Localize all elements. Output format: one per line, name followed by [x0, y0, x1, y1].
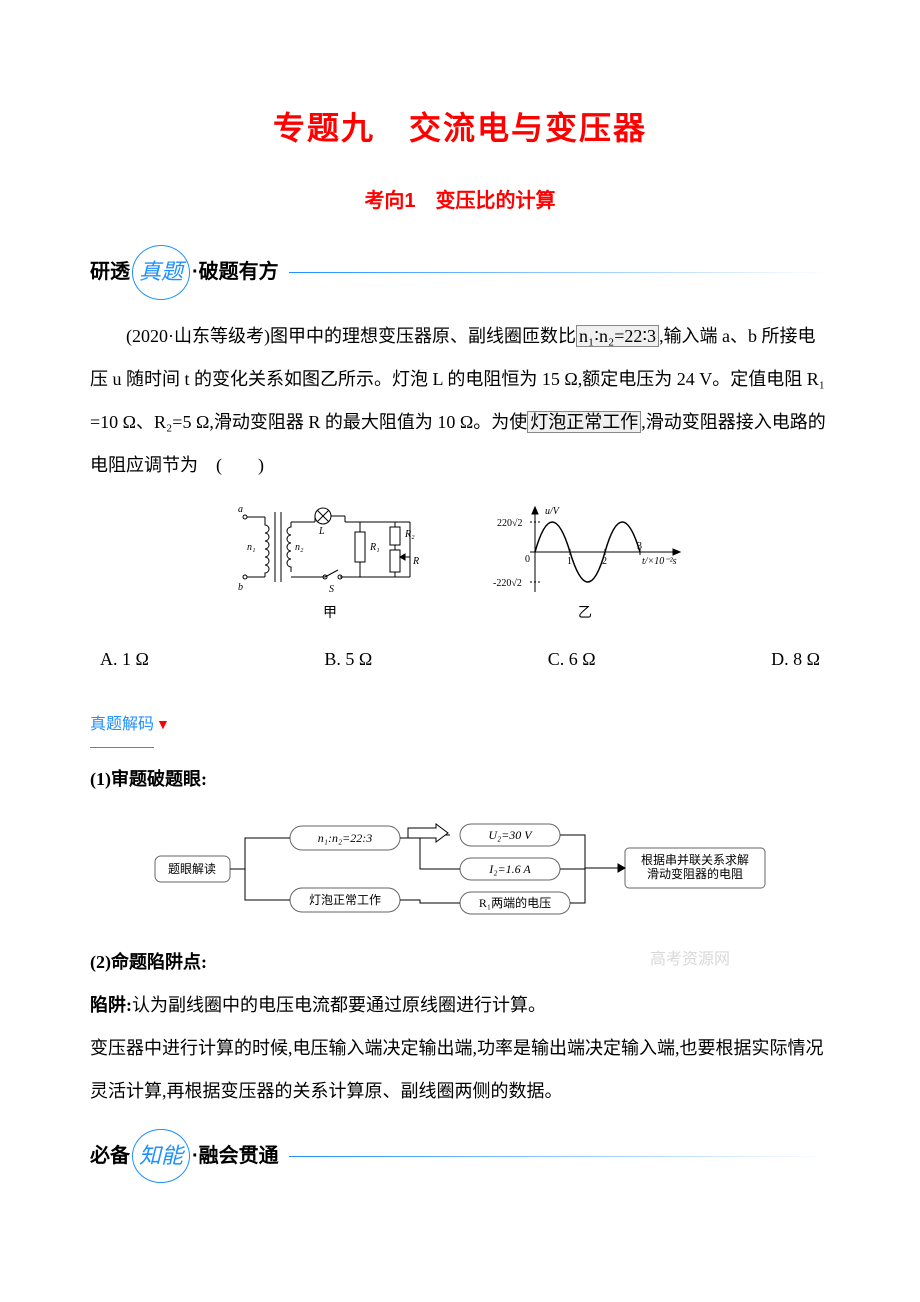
wave-y-unit: u/V	[545, 506, 561, 517]
option-a: A. 1 Ω	[100, 638, 149, 681]
question-source: (2020·山东等级考)图甲中的理想变压器原、副线圈匝数比	[126, 326, 576, 346]
wave-figure: u/V 220√2 0 -220√2 1 2 3 t/×10⁻²s 乙	[485, 502, 685, 623]
flow-diagram: 题眼解读 n₁:n₂=22:3 灯泡正常工作 U₂=30 V I₂=1.6 A …	[150, 816, 770, 926]
label-n1: n₁	[247, 542, 255, 553]
label-S: S	[329, 584, 334, 595]
label-R: R	[412, 556, 419, 567]
figure-row: a b n₁ n₂ L S R₁ R₂ R 甲	[90, 502, 830, 623]
section1-highlight: 真题	[132, 245, 190, 300]
circuit-caption: 甲	[323, 606, 337, 623]
option-c: C. 6 Ω	[548, 638, 596, 681]
section2-suffix: ·融会贯通	[192, 1132, 279, 1180]
section1-prefix: 研透	[90, 248, 130, 296]
label-a: a	[238, 504, 243, 515]
wave-y-neg: -220√2	[493, 578, 522, 589]
section1-suffix: ·破题有方	[192, 248, 279, 296]
option-d: D. 8 Ω	[771, 638, 820, 681]
flow-box3: 灯泡正常工作	[309, 893, 381, 907]
label-L: L	[318, 526, 325, 537]
wave-y-pos: 220√2	[497, 518, 523, 529]
flow-box5: I₂=1.6 A	[488, 862, 531, 876]
flow-box1: 题眼解读	[168, 862, 216, 876]
flow-container: 题眼解读 n₁:n₂=22:3 灯泡正常工作 U₂=30 V I₂=1.6 A …	[90, 816, 830, 926]
flow-box4: U₂=30 V	[488, 828, 533, 842]
explain-paragraph: 变压器中进行计算的时候,电压输入端决定输出端,功率是输出端决定输入端,也要根据实…	[90, 1027, 830, 1113]
label-n2: n₂	[295, 542, 304, 553]
trap-paragraph: 陷阱:认为副线圈中的电压电流都要通过原线圈进行计算。	[90, 984, 830, 1027]
label-R1: R₁	[369, 542, 380, 553]
work-box: 灯泡正常工作	[527, 411, 641, 433]
flow-box6: R₁两端的电压	[479, 895, 551, 910]
section2-line	[289, 1156, 830, 1157]
decode-label: 真题解码	[90, 706, 154, 747]
options-row: A. 1 Ω B. 5 Ω C. 6 Ω D. 8 Ω	[90, 638, 830, 681]
main-title: 专题九 交流电与变压器	[90, 90, 830, 167]
flow-box7a: 根据串并联关系求解	[641, 853, 749, 867]
decode-header: 真题解码▼	[90, 696, 830, 757]
wave-diagram: u/V 220√2 0 -220√2 1 2 3 t/×10⁻²s	[485, 502, 685, 602]
option-b: B. 5 Ω	[324, 638, 372, 681]
decode-arrow-icon: ▼	[156, 718, 170, 733]
flow-box7b: 滑动变阻器的电阻	[647, 866, 743, 881]
wave-tick-1: 1	[567, 556, 572, 567]
flow-box2: n₁:n₂=22:3	[318, 831, 372, 845]
wave-origin: 0	[525, 554, 530, 565]
watermark: 高考资源网	[650, 941, 730, 979]
section2-prefix: 必备	[90, 1132, 130, 1180]
wave-tick-3: 3	[637, 541, 642, 552]
trap-text: 认为副线圈中的电压电流都要通过原线圈进行计算。	[132, 995, 546, 1015]
wave-x-unit: t/×10⁻²s	[642, 556, 677, 567]
label-R2: R₂	[404, 529, 415, 540]
question-text: (2020·山东等级考)图甲中的理想变压器原、副线圈匝数比n₁∶n₂=22∶3,…	[90, 315, 830, 488]
section1-line	[289, 272, 830, 273]
wave-caption: 乙	[578, 606, 592, 623]
circuit-figure: a b n₁ n₂ L S R₁ R₂ R 甲	[235, 502, 425, 623]
trap-label: 陷阱:	[90, 995, 132, 1015]
sub-title: 考向1 变压比的计算	[90, 177, 830, 225]
section2-highlight: 知能	[132, 1129, 190, 1184]
point1-header: (1)审题破题眼:	[90, 758, 830, 801]
circuit-diagram: a b n₁ n₂ L S R₁ R₂ R	[235, 502, 425, 602]
section-header-1: 研透 真题 ·破题有方	[90, 245, 830, 300]
label-b: b	[238, 582, 243, 593]
ratio-box: n₁∶n₂=22∶3	[576, 325, 659, 347]
section-header-2: 必备 知能 ·融会贯通	[90, 1129, 830, 1184]
wave-tick-2: 2	[602, 556, 607, 567]
